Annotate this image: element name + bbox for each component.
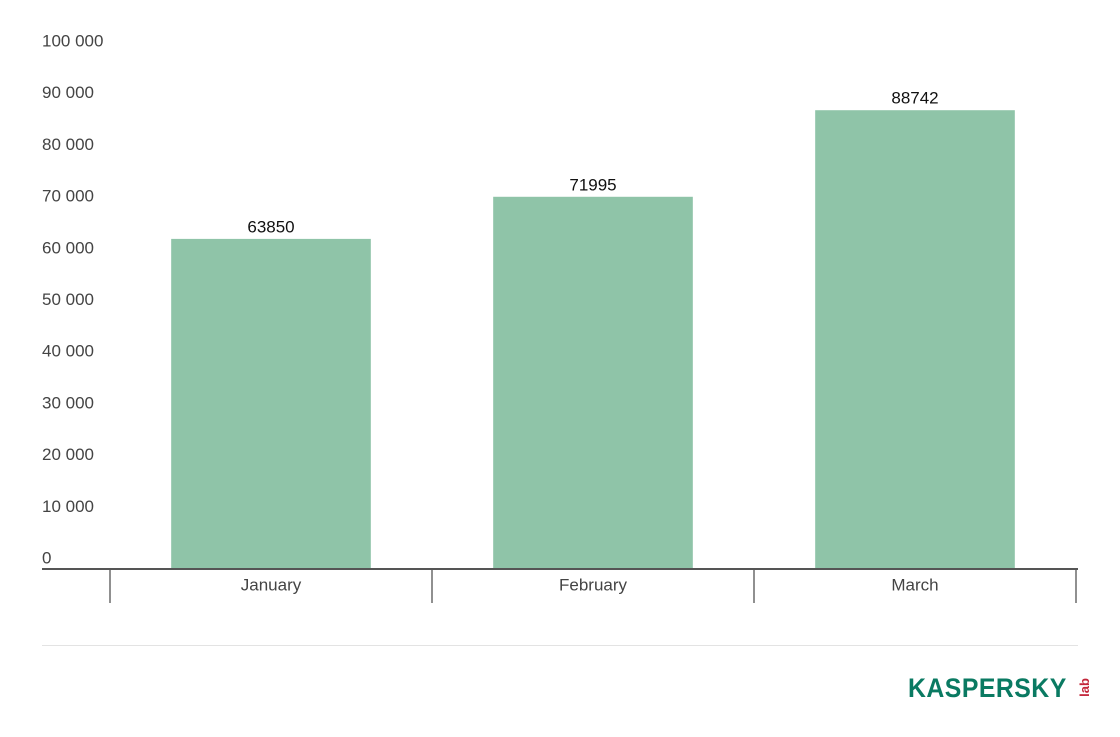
y-tick-label: 90 000	[42, 83, 94, 102]
bar	[493, 196, 693, 570]
y-tick-label: 10 000	[42, 497, 94, 516]
logo-wordmark: KASPERSKY	[908, 673, 1067, 703]
bar	[171, 238, 371, 569]
y-tick-label: 50 000	[42, 290, 94, 309]
bar	[815, 110, 1015, 569]
data-label: 71995	[569, 175, 616, 194]
footer-divider	[42, 645, 1078, 646]
logo-lab-suffix: lab	[1076, 678, 1092, 697]
y-tick-label: 80 000	[42, 135, 94, 154]
y-tick-label: 70 000	[42, 187, 94, 206]
kaspersky-lab-logo: KASPERSKY lab	[908, 672, 1093, 712]
y-tick-label: 20 000	[42, 445, 94, 464]
x-tick-label: January	[241, 575, 302, 594]
y-tick-label: 0	[42, 548, 51, 567]
data-label: 88742	[891, 89, 938, 108]
y-tick-label: 100 000	[42, 31, 103, 50]
x-tick-label: February	[559, 575, 628, 594]
x-tick-label: March	[891, 575, 938, 594]
y-tick-label: 60 000	[42, 238, 94, 257]
y-tick-label: 30 000	[42, 393, 94, 412]
data-label: 63850	[247, 217, 294, 236]
y-tick-label: 40 000	[42, 342, 94, 361]
